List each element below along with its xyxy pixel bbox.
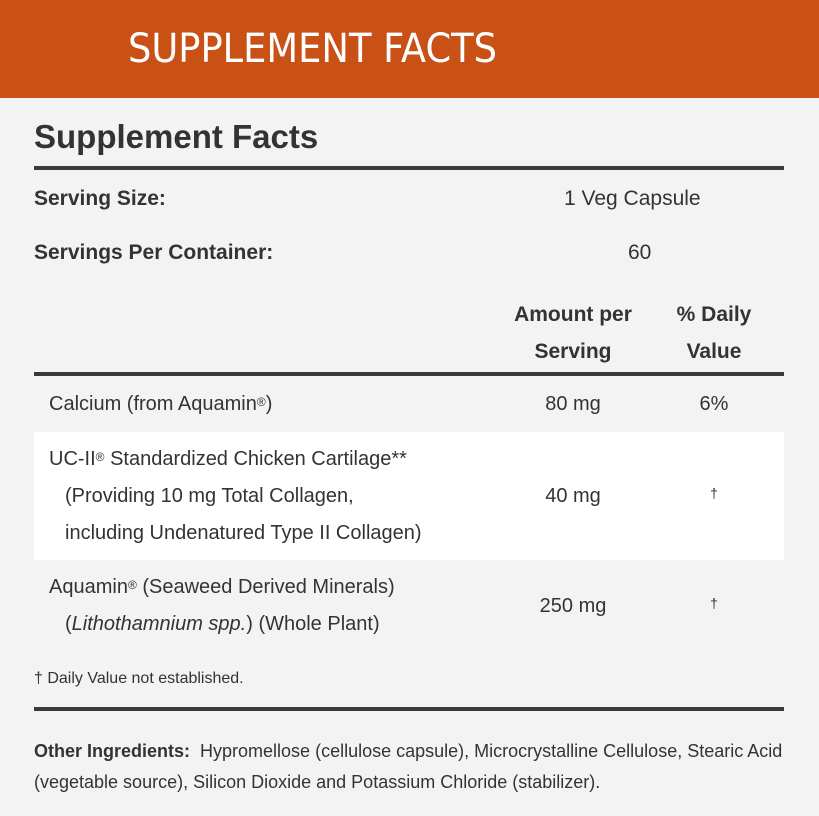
divider-top xyxy=(34,166,784,170)
ingredient-name: Calcium (from Aquamin xyxy=(49,393,257,415)
registered-mark: ® xyxy=(127,578,137,592)
divider-bottom xyxy=(34,707,784,711)
calcium-dv: 6% xyxy=(699,393,729,415)
amount-header-line1: Amount per xyxy=(514,303,632,326)
ingredient-row-aquamin: Aquamin® (Seaweed Derived Minerals) (Lit… xyxy=(49,569,395,643)
serving-size-value: 1 Veg Capsule xyxy=(564,187,701,210)
ingredient-row-uc2: UC-II® Standardized Chicken Cartilage** … xyxy=(49,441,422,552)
other-ingredients: Other Ingredients: Hypromellose (cellulo… xyxy=(34,736,794,798)
dv-header-line1: % Daily xyxy=(676,303,752,326)
divider-columns xyxy=(34,372,784,376)
registered-mark: ® xyxy=(95,450,105,464)
ingredient-row-uc2-background xyxy=(34,432,784,560)
aquamin-amount: 250 mg xyxy=(539,595,607,617)
ingredient-detail-line: including Undenatured Type II Collagen) xyxy=(65,522,422,544)
other-ingredients-label: Other Ingredients: xyxy=(34,741,191,761)
amount-header-line2: Serving xyxy=(534,340,612,363)
dv-header-line2: Value xyxy=(686,340,742,363)
ingredient-name: UC-II xyxy=(49,448,96,470)
uc2-dv: † xyxy=(710,485,718,501)
calcium-amount: 80 mg xyxy=(545,393,601,415)
uc2-amount: 40 mg xyxy=(545,485,601,507)
ingredient-detail-line: (Providing 10 mg Total Collagen, xyxy=(65,485,354,507)
registered-mark: ® xyxy=(256,395,266,409)
latin-name: Lithothamnium spp. xyxy=(71,613,247,635)
servings-per-container-value: 60 xyxy=(628,241,652,264)
ingredient-detail-rest: (Whole Plant) xyxy=(252,613,380,635)
ingredient-name-suffix: Standardized Chicken Cartilage** xyxy=(104,448,407,470)
daily-value-header: % Daily Value xyxy=(654,296,774,370)
amount-per-serving-header: Amount per Serving xyxy=(488,296,658,370)
aquamin-dv: † xyxy=(710,595,718,611)
daily-value-footnote: † Daily Value not established. xyxy=(34,670,244,687)
serving-size-label: Serving Size: xyxy=(34,187,166,210)
ingredient-name-suffix: ) xyxy=(265,393,273,415)
ingredient-name: Aquamin xyxy=(49,576,128,598)
ingredient-row-calcium: Calcium (from Aquamin®) xyxy=(49,386,272,423)
ingredient-name-suffix: (Seaweed Derived Minerals) xyxy=(136,576,395,598)
header-banner: SUPPLEMENT FACTS xyxy=(0,0,819,98)
banner-title: SUPPLEMENT FACTS xyxy=(128,26,497,72)
servings-per-container-label: Servings Per Container: xyxy=(34,241,274,264)
facts-heading: Supplement Facts xyxy=(34,118,319,155)
ingredient-detail-line: (Lithothamnium spp.) (Whole Plant) xyxy=(65,613,380,635)
other-ingredients-text: Hypromellose (cellulose capsule), Microc… xyxy=(34,741,783,792)
